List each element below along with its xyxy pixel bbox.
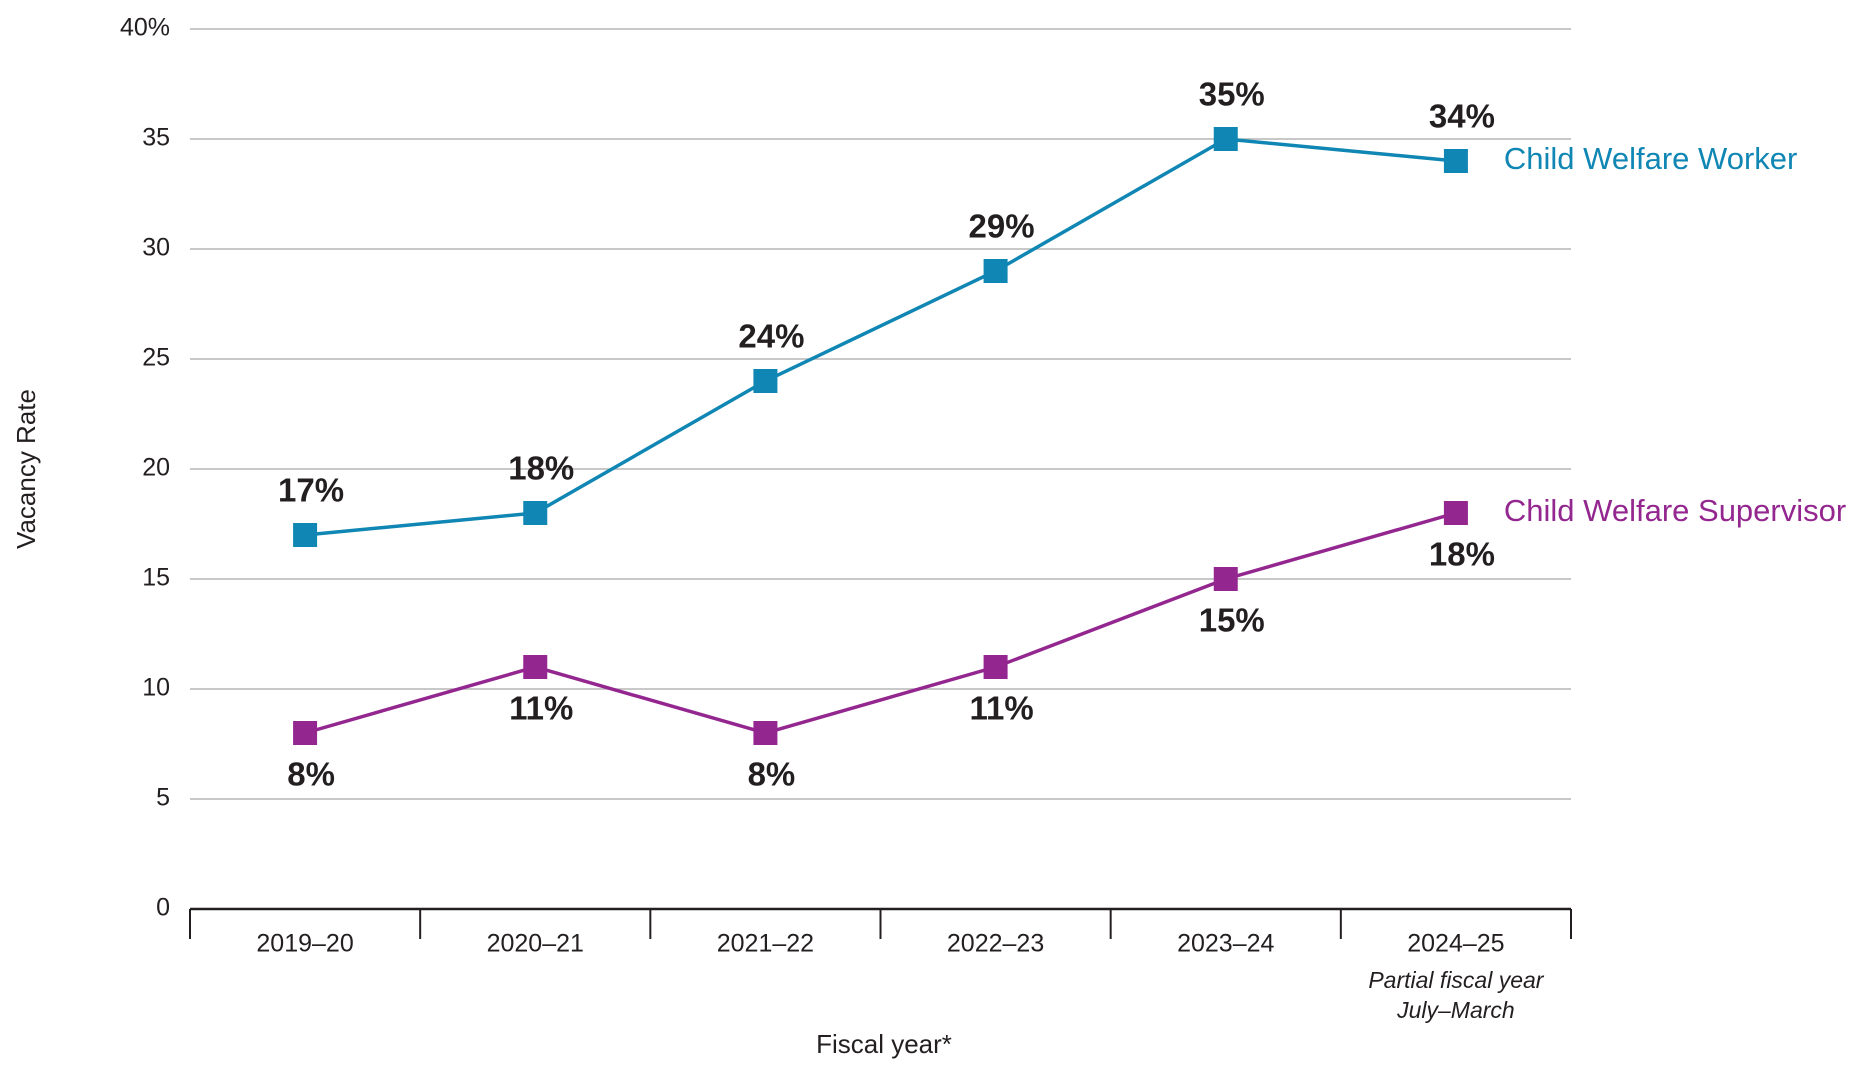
legend-label: Child Welfare Worker [1504, 141, 1797, 176]
category-note: July–March [1396, 997, 1515, 1023]
y-tick-label: 40% [120, 14, 170, 42]
data-point [1443, 149, 1468, 173]
y-tick-label: 5 [156, 784, 170, 812]
y-tick-label: 25 [142, 344, 170, 372]
data-label: 18% [508, 450, 574, 487]
data-point [753, 369, 778, 393]
y-tick-label: 35 [142, 124, 170, 152]
x-tick-label: 2020–21 [487, 930, 584, 958]
x-tick-label: 2024–25 [1407, 930, 1504, 958]
data-point [293, 523, 318, 547]
y-tick-label: 0 [156, 894, 170, 922]
data-label: 15% [1199, 602, 1265, 639]
x-axis-title: Fiscal year* [816, 1029, 952, 1059]
data-point [983, 655, 1008, 679]
data-point [1213, 567, 1238, 591]
data-point [293, 721, 318, 745]
legend-label: Child Welfare Supervisor [1504, 493, 1846, 528]
data-label: 24% [738, 318, 804, 355]
data-label: 34% [1429, 98, 1495, 135]
data-label: 29% [969, 208, 1035, 245]
y-axis-title: Vacancy Rate [11, 389, 41, 549]
data-label: 17% [278, 472, 344, 509]
data-label: 11% [509, 690, 573, 727]
series-line [304, 137, 1457, 537]
data-label: 8% [287, 756, 335, 793]
y-tick-label: 15 [142, 564, 170, 592]
data-point [523, 655, 548, 679]
data-point [523, 501, 548, 525]
y-tick-label: 20 [142, 454, 170, 482]
series-line [304, 511, 1457, 735]
data-point [753, 721, 778, 745]
data-label: 8% [748, 756, 796, 793]
y-tick-label: 30 [142, 234, 170, 262]
y-tick-label: 10 [142, 674, 170, 702]
data-point [1213, 127, 1238, 151]
x-tick-label: 2019–20 [256, 930, 353, 958]
x-tick-label: 2023–24 [1177, 930, 1274, 958]
data-point [983, 259, 1008, 283]
data-point [1443, 501, 1468, 525]
data-label: 18% [1429, 536, 1495, 573]
x-tick-label: 2021–22 [717, 930, 814, 958]
category-note: Partial fiscal year [1368, 967, 1544, 993]
data-label: 35% [1199, 76, 1265, 113]
x-tick-label: 2022–23 [947, 930, 1044, 958]
data-label: 11% [969, 690, 1033, 727]
